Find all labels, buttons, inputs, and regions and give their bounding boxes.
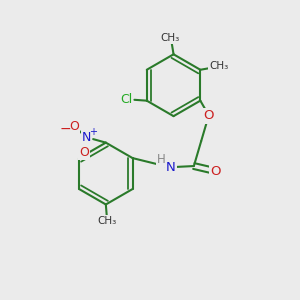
Text: O: O: [203, 110, 214, 122]
Text: O: O: [69, 120, 79, 133]
Text: CH₃: CH₃: [160, 33, 180, 43]
Text: CH₃: CH₃: [98, 216, 117, 226]
Text: N: N: [166, 161, 176, 174]
Text: H: H: [157, 153, 166, 166]
Text: +: +: [89, 127, 97, 137]
Text: Cl: Cl: [120, 93, 132, 106]
Text: O: O: [79, 146, 89, 159]
Text: CH₃: CH₃: [209, 61, 228, 71]
Text: −: −: [59, 122, 71, 136]
Text: N: N: [82, 131, 92, 144]
Text: O: O: [210, 165, 220, 178]
